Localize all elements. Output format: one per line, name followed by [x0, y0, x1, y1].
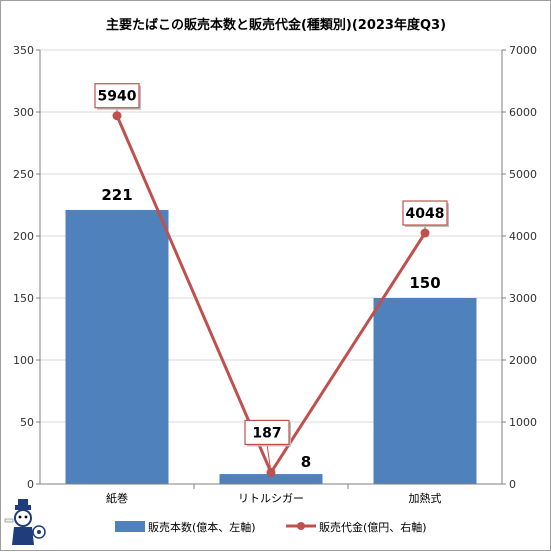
legend-line-label: 販売代金(億円、右軸) [319, 520, 427, 534]
right-tick-label: 6000 [509, 106, 537, 119]
bar [373, 298, 477, 484]
right-axis: 0 1000 2000 3000 4000 5000 6000 7000 [501, 44, 537, 491]
right-tick-label: 5000 [509, 168, 537, 181]
mascot-logo [4, 499, 46, 545]
right-tick-label: 4000 [509, 230, 537, 243]
data-labels: 221 8 150 5940 187 4048 [94, 83, 449, 473]
left-tick-label: 50 [20, 416, 34, 429]
callout-box [402, 200, 448, 226]
left-tick-label: 200 [13, 230, 34, 243]
right-tick-label: 7000 [509, 44, 537, 57]
category-label: リトルシガー [238, 492, 304, 505]
legend-bar-label: 販売本数(億本、左軸) [148, 520, 256, 534]
callout-box [244, 419, 290, 446]
left-tick-label: 150 [13, 292, 34, 305]
legend-line-marker [297, 522, 305, 530]
line-value-label: 4048 [406, 206, 445, 222]
left-tick-label: 100 [13, 354, 34, 367]
right-tick-label: 3000 [509, 292, 537, 305]
right-tick-label: 0 [509, 478, 516, 491]
bar-value-label: 221 [101, 186, 132, 204]
callout-leader [266, 444, 272, 473]
left-tick-label: 350 [13, 44, 34, 57]
bar-value-label: 8 [301, 453, 311, 471]
line-value-label: 187 [252, 425, 281, 441]
right-tick-label: 1000 [509, 416, 537, 429]
chart-title: 主要たばこの販売本数と販売代金(種類別)(2023年度Q3) [106, 17, 446, 33]
left-tick-label: 0 [27, 478, 34, 491]
legend: 販売本数(億本、左軸) 販売代金(億円、右軸) [115, 520, 427, 534]
right-tick-label: 2000 [509, 354, 537, 367]
category-label: 紙巻 [106, 491, 128, 505]
left-tick-label: 250 [13, 168, 34, 181]
left-axis: 0 50 100 150 200 250 300 350 [13, 44, 41, 491]
line-value-label: 5940 [98, 89, 137, 105]
bar [65, 209, 169, 484]
category-axis: 紙巻 リトルシガー 加熱式 [40, 483, 502, 505]
callout-box [94, 83, 140, 109]
category-label: 加熱式 [409, 492, 442, 505]
bar-value-label: 150 [409, 274, 440, 292]
legend-bar-swatch [115, 521, 145, 532]
left-tick-label: 300 [13, 106, 34, 119]
bar-series [65, 209, 477, 484]
bar [219, 474, 323, 484]
